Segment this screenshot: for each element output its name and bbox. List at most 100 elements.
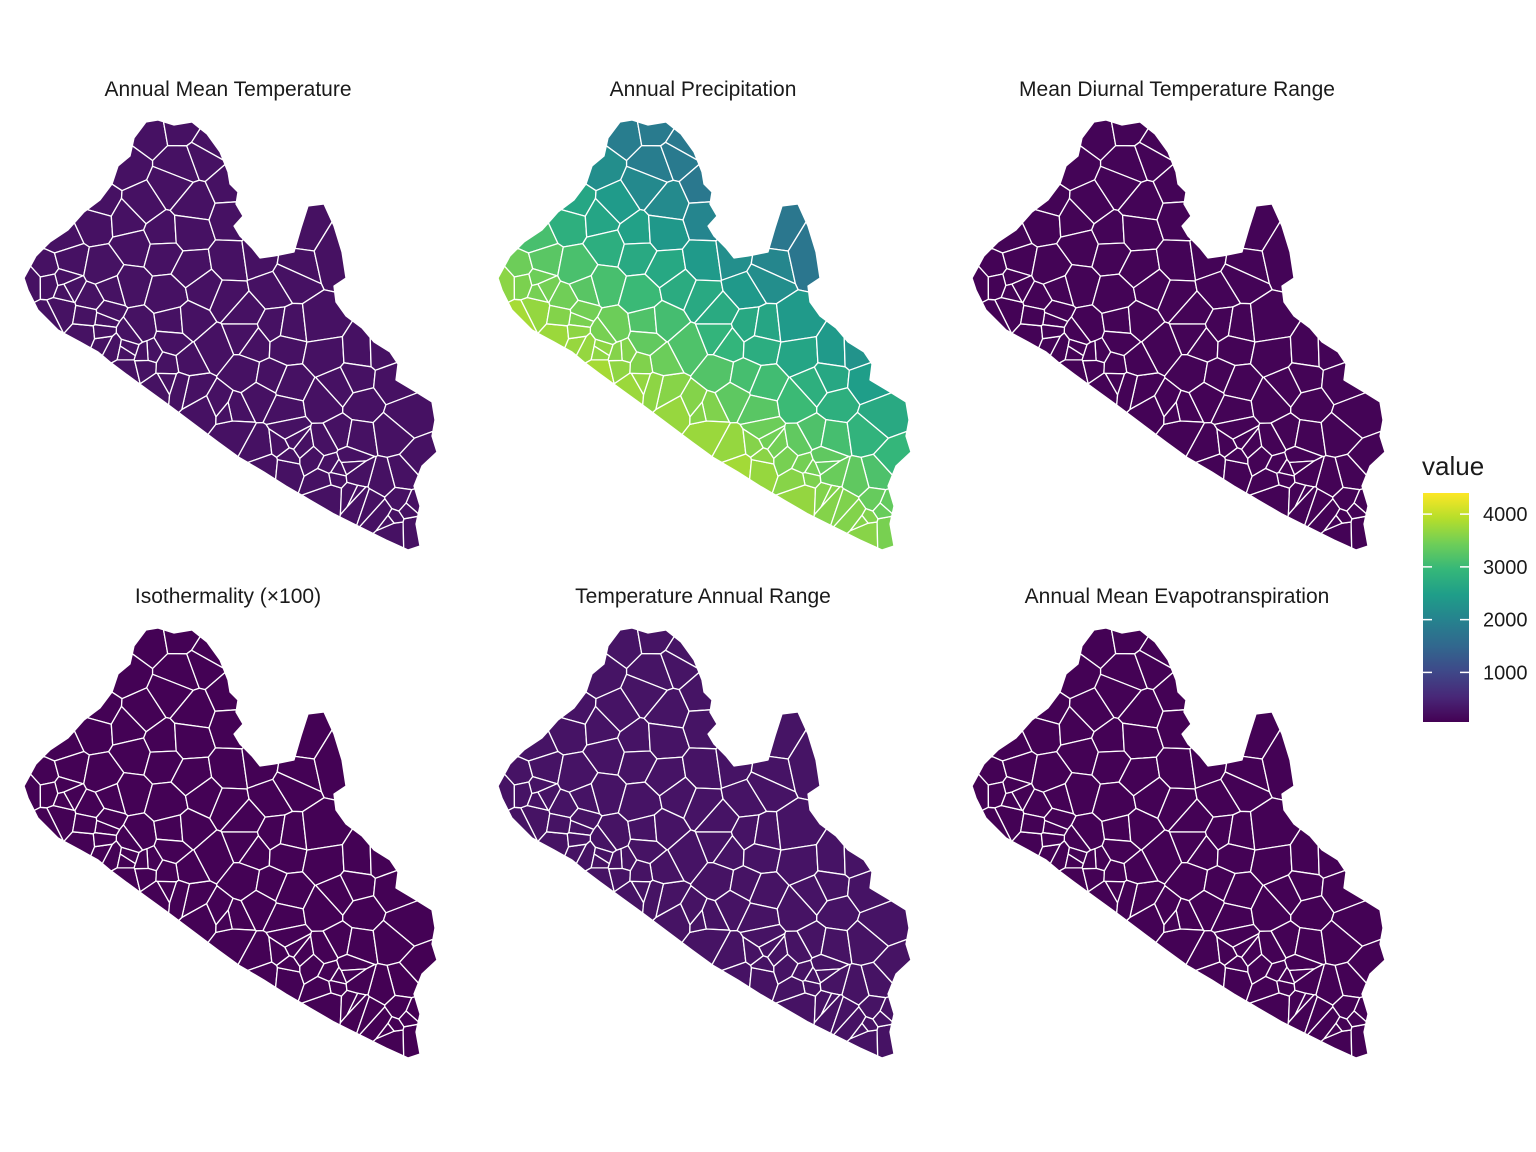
- district-region: [1156, 201, 1193, 242]
- district-region: [92, 324, 118, 340]
- district-region: [872, 430, 912, 476]
- district-region: [119, 846, 140, 865]
- panel-title-temperature-annual-range: Temperature Annual Range: [575, 585, 831, 608]
- colorbar-tick-label: 1000: [1483, 662, 1528, 684]
- colorbar-tick-label: 3000: [1483, 557, 1528, 579]
- district-region: [134, 359, 158, 385]
- map-panel: [497, 119, 912, 551]
- district-region: [1346, 1010, 1367, 1028]
- district-region: [537, 323, 570, 349]
- map-panel: [971, 119, 1386, 551]
- district-region: [204, 671, 239, 712]
- district-region: [1306, 498, 1341, 535]
- district-region: [1038, 335, 1061, 357]
- district-region: [814, 460, 841, 476]
- district-region: [682, 201, 719, 242]
- panel-title-annual-mean-temperature: Annual Mean Temperature: [104, 78, 351, 101]
- district-region: [1067, 846, 1088, 865]
- district-region: [90, 843, 113, 865]
- district-region: [593, 338, 614, 357]
- district-region: [742, 936, 764, 966]
- district-region: [1040, 324, 1066, 340]
- district-region: [678, 671, 713, 712]
- district-region: [205, 377, 234, 418]
- district-region: [340, 968, 367, 984]
- district-region: [268, 936, 290, 966]
- district-region: [679, 377, 708, 418]
- district-region: [1216, 936, 1238, 966]
- legend-title: value: [1422, 451, 1484, 481]
- district-region: [1153, 377, 1182, 418]
- district-region: [1153, 885, 1182, 926]
- district-region: [398, 502, 419, 520]
- district-region: [608, 867, 632, 893]
- district-region: [205, 885, 234, 926]
- district-region: [1067, 338, 1088, 357]
- district-region: [63, 831, 96, 857]
- district-region: [564, 843, 587, 865]
- district-region: [1261, 221, 1295, 293]
- map-panels: [23, 119, 1386, 1059]
- district-region: [356, 995, 386, 1036]
- district-region: [564, 335, 587, 357]
- district-region: [1152, 671, 1187, 712]
- district-region: [398, 430, 438, 476]
- district-region: [398, 938, 438, 984]
- district-region: [872, 1010, 893, 1028]
- district-region: [832, 1006, 867, 1043]
- district-region: [1038, 843, 1061, 865]
- district-region: [1346, 430, 1386, 476]
- district-region: [987, 273, 1007, 301]
- district-region: [313, 729, 347, 801]
- district-region: [545, 812, 572, 835]
- panel-title-mean-diurnal-temperature-range: Mean Diurnal Temperature Range: [1019, 78, 1335, 101]
- district-region: [1019, 812, 1046, 835]
- district-region: [208, 201, 245, 242]
- panel-title-isothermality: Isothermality (×100): [135, 585, 321, 608]
- district-region: [316, 959, 340, 982]
- district-region: [830, 995, 860, 1036]
- district-region: [1082, 359, 1106, 385]
- district-region: [313, 221, 347, 293]
- district-region: [316, 451, 340, 474]
- district-region: [356, 487, 386, 528]
- district-region: [872, 502, 893, 520]
- district-region: [1346, 938, 1386, 984]
- district-region: [876, 515, 895, 551]
- district-region: [340, 460, 367, 476]
- district-region: [832, 498, 867, 535]
- colorbar-ticks: 1000 2000 3000 4000: [1423, 504, 1528, 684]
- district-region: [513, 781, 533, 809]
- district-region: [876, 1023, 895, 1059]
- district-region: [1152, 163, 1187, 204]
- district-region: [790, 959, 814, 982]
- district-region: [537, 831, 570, 857]
- district-region: [92, 832, 118, 848]
- district-region: [1216, 428, 1238, 458]
- panel-title-annual-precipitation: Annual Precipitation: [610, 78, 797, 101]
- district-region: [608, 359, 632, 385]
- map-panel: [971, 627, 1386, 1059]
- legend: value 1000 2000 3000 4000: [1422, 451, 1528, 722]
- district-region: [566, 324, 592, 340]
- district-region: [71, 812, 98, 835]
- district-region: [71, 304, 98, 327]
- district-region: [787, 221, 821, 293]
- district-region: [830, 487, 860, 528]
- district-region: [204, 163, 239, 204]
- district-region: [1304, 995, 1334, 1036]
- district-region: [39, 781, 59, 809]
- district-region: [1082, 867, 1106, 893]
- colorbar: [1423, 493, 1469, 722]
- district-region: [398, 1010, 419, 1028]
- district-region: [742, 428, 764, 458]
- district-region: [593, 846, 614, 865]
- district-region: [679, 885, 708, 926]
- district-region: [1261, 729, 1295, 801]
- panel-title-annual-mean-evapotranspiration: Annual Mean Evapotranspiration: [1025, 585, 1330, 608]
- map-panel: [497, 627, 912, 1059]
- district-region: [1116, 879, 1139, 922]
- district-region: [63, 323, 96, 349]
- district-region: [1040, 832, 1066, 848]
- district-region: [787, 729, 821, 801]
